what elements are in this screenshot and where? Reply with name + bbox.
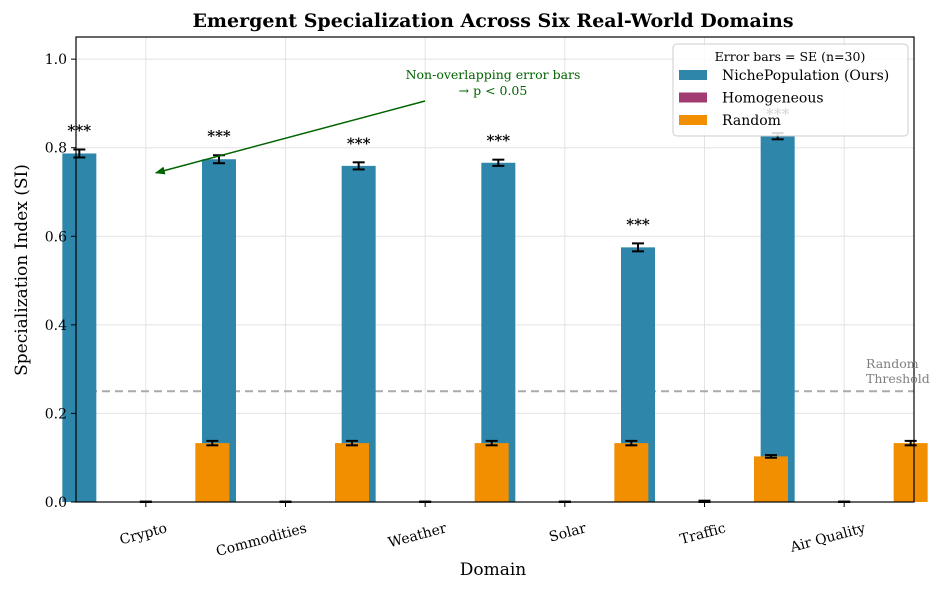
y-tick-label: 0.0 (45, 495, 67, 511)
bar (761, 136, 795, 502)
significance-label: *** (207, 127, 231, 145)
bar (614, 443, 648, 502)
significance-label: *** (626, 215, 650, 233)
legend-label: Homogeneous (722, 91, 824, 107)
x-tick-label: Air Quality (788, 520, 868, 556)
reference-line-label-line1: Random (866, 356, 919, 371)
legend-swatch (679, 115, 707, 125)
chart-title: Emergent Specialization Across Six Real-… (192, 10, 793, 32)
y-tick-label: 0.8 (45, 141, 67, 157)
bar (754, 456, 788, 502)
legend-label: NichePopulation (Ours) (722, 68, 889, 84)
bar (335, 443, 369, 502)
x-tick-label: Commodities (214, 520, 308, 560)
x-tick-label: Traffic (678, 520, 727, 548)
y-tick-label: 0.6 (45, 229, 67, 245)
y-tick-label: 1.0 (45, 52, 67, 68)
significance-label: *** (347, 134, 371, 152)
bar (62, 153, 96, 502)
significance-label: *** (487, 132, 511, 150)
y-tick-label: 0.4 (45, 318, 67, 334)
y-axis-label: Specialization Index (SI) (12, 164, 32, 376)
legend-swatch (679, 70, 707, 80)
legend-label: Random (722, 113, 781, 129)
reference-line-label-line2: Threshold (866, 371, 930, 386)
x-tick-label: Solar (547, 520, 588, 545)
legend: Error bars = SE (n=30) NichePopulation (… (673, 44, 908, 136)
bar (195, 443, 229, 502)
significance-label: *** (68, 121, 92, 139)
bar (894, 443, 928, 502)
y-tick-label: 0.2 (45, 406, 67, 422)
x-tick-label: Weather (387, 520, 449, 551)
legend-swatch (679, 93, 707, 103)
annotation-line2: → p < 0.05 (459, 83, 528, 98)
x-tick-label: Crypto (118, 520, 169, 548)
annotation-line1: Non-overlapping error bars (406, 67, 581, 82)
bar (475, 443, 509, 502)
legend-title: Error bars = SE (n=30) (715, 49, 866, 64)
reference-line-label: Random Threshold (866, 356, 930, 386)
x-axis-label: Domain (460, 560, 527, 580)
